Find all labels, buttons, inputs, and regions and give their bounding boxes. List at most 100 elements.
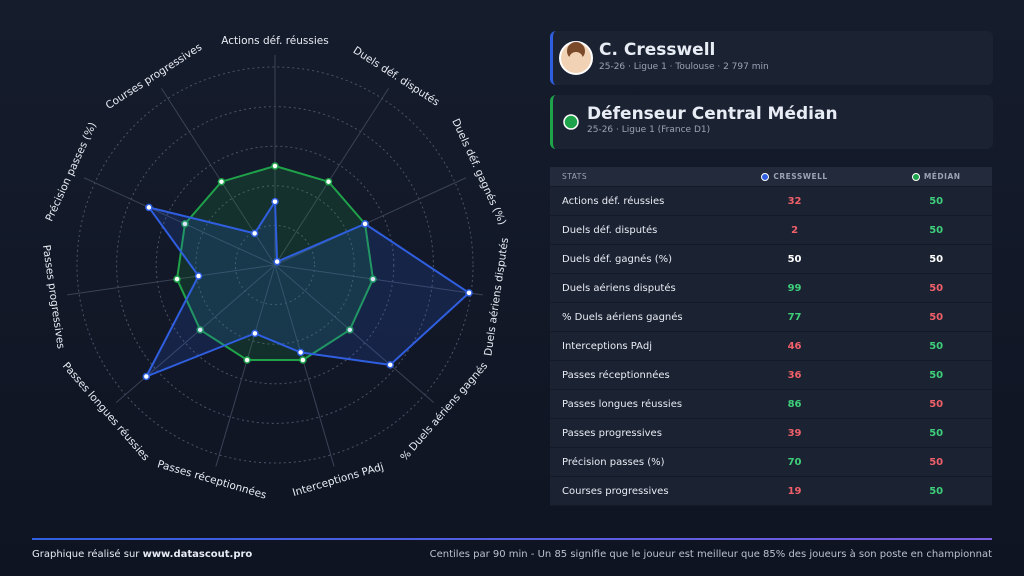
player-value: 50 bbox=[787, 253, 802, 265]
stat-name: % Duels aériens gagnés bbox=[562, 311, 683, 323]
player-name: C. Cresswell bbox=[599, 40, 716, 60]
spoke bbox=[274, 264, 335, 467]
stat-name: Interceptions PAdj bbox=[562, 340, 652, 352]
player-value: 70 bbox=[787, 456, 802, 468]
stat-name: Actions déf. réussies bbox=[562, 195, 665, 207]
median-value: 50 bbox=[929, 485, 944, 497]
spoke bbox=[274, 264, 435, 403]
footer-link[interactable]: www.datascout.pro bbox=[142, 549, 253, 560]
player-value: 32 bbox=[787, 195, 802, 207]
header-stats: STATS bbox=[562, 172, 588, 181]
spoke bbox=[274, 264, 483, 296]
stat-name: Courses progressives bbox=[562, 485, 669, 497]
series-point bbox=[173, 275, 181, 283]
series-point bbox=[324, 177, 333, 186]
series-point bbox=[251, 329, 259, 338]
spoke bbox=[115, 264, 276, 403]
divider bbox=[32, 538, 992, 540]
role-dot bbox=[563, 114, 579, 130]
stat-name: Duels déf. gagnés (%) bbox=[562, 253, 673, 265]
series-point bbox=[369, 275, 377, 283]
footer-note: Centiles par 90 min - Un 85 signifie que… bbox=[429, 549, 992, 560]
table-row: Précision passes (%) 70 50 bbox=[550, 448, 992, 477]
series-point bbox=[386, 361, 394, 369]
series-point bbox=[217, 177, 226, 186]
stat-name: Passes réceptionnées bbox=[562, 369, 670, 381]
player-value: 39 bbox=[787, 427, 802, 439]
player-details: 25-26 · Ligue 1 · Toulouse · 2 797 min bbox=[599, 62, 769, 72]
role-card: Défenseur Central Médian 25-26 · Ligue 1… bbox=[550, 95, 993, 149]
table-row: Passes progressives 39 50 bbox=[550, 419, 992, 448]
median-value: 50 bbox=[929, 427, 944, 439]
player-value: 36 bbox=[787, 369, 802, 381]
spoke bbox=[67, 264, 276, 296]
median-value: 50 bbox=[929, 195, 944, 207]
series-point bbox=[250, 229, 259, 238]
ring bbox=[155, 145, 395, 385]
series-point bbox=[271, 197, 279, 206]
series-point bbox=[361, 220, 369, 228]
role-details: 25-26 · Ligue 1 (France D1) bbox=[587, 125, 711, 135]
median-value: 50 bbox=[929, 398, 944, 410]
spoke bbox=[274, 177, 467, 266]
axis-label: Actions déf. réussies bbox=[221, 35, 328, 47]
series-point bbox=[181, 220, 189, 228]
player-value: 2 bbox=[791, 224, 799, 236]
series-point bbox=[142, 372, 151, 381]
median-value: 50 bbox=[929, 456, 944, 468]
axis-label: Courses progressives bbox=[104, 41, 205, 112]
footer-left: Graphique réalisé sur www.datascout.pro bbox=[32, 549, 252, 560]
median-value: 50 bbox=[929, 369, 944, 381]
series-point bbox=[273, 257, 281, 266]
series-point bbox=[465, 289, 473, 297]
median-value: 50 bbox=[929, 282, 944, 294]
table-row: % Duels aériens gagnés 77 50 bbox=[550, 303, 992, 332]
stat-name: Passes longues réussies bbox=[562, 398, 683, 410]
radar-chart: Actions déf. réussies Duels déf. disputés… bbox=[40, 35, 511, 502]
series-point bbox=[271, 162, 279, 170]
ring bbox=[195, 185, 355, 345]
header-median-name: Médian bbox=[923, 172, 961, 181]
player-value: 19 bbox=[787, 485, 802, 497]
header-player: Cresswell bbox=[739, 172, 851, 181]
series-point bbox=[145, 203, 153, 212]
median-value: 50 bbox=[929, 253, 944, 265]
table-row: Passes réceptionnées 36 50 bbox=[550, 361, 992, 390]
table-row: Interceptions PAdj 46 50 bbox=[550, 332, 992, 361]
stat-name: Duels aériens disputés bbox=[562, 282, 676, 294]
axis-label: Duels déf. gagnés (%) bbox=[449, 117, 508, 227]
axis-label: Passes longues réussies bbox=[60, 360, 152, 463]
player-value: 86 bbox=[787, 398, 802, 410]
table-row: Courses progressives 19 50 bbox=[550, 477, 992, 506]
axis-label: Interceptions PAdj bbox=[291, 461, 385, 499]
series-point bbox=[194, 272, 203, 280]
axis-label: Précision passes (%) bbox=[43, 120, 99, 223]
player-value: 99 bbox=[787, 282, 802, 294]
median-value: 50 bbox=[929, 340, 944, 352]
header-player-name: Cresswell bbox=[773, 172, 828, 181]
stats-table: STATS Cresswell Médian Actions déf. réus… bbox=[550, 167, 992, 506]
table-row: Duels aériens disputés 99 50 bbox=[550, 274, 992, 303]
table-row: Duels déf. disputés 2 50 bbox=[550, 216, 992, 245]
stat-name: Passes progressives bbox=[562, 427, 662, 439]
axis-label: Duels déf. disputés bbox=[351, 44, 442, 108]
player-value: 46 bbox=[787, 340, 802, 352]
stat-name: Précision passes (%) bbox=[562, 456, 665, 468]
table-header: STATS Cresswell Médian bbox=[550, 167, 992, 187]
median-value: 50 bbox=[929, 224, 944, 236]
ring bbox=[76, 66, 474, 464]
header-median: Médian bbox=[880, 172, 992, 181]
table-row: Duels déf. gagnés (%) 50 50 bbox=[550, 245, 992, 274]
median-value: 50 bbox=[929, 311, 944, 323]
series-point bbox=[299, 356, 307, 364]
footer-text: Graphique réalisé sur bbox=[32, 549, 143, 560]
spoke bbox=[215, 264, 276, 467]
series-area bbox=[144, 198, 471, 379]
axis-label: Passes réceptionnées bbox=[156, 458, 268, 501]
role-name: Défenseur Central Médian bbox=[587, 104, 838, 124]
spoke bbox=[83, 177, 276, 266]
series-point bbox=[346, 326, 354, 334]
table-row: Passes longues réussies 86 50 bbox=[550, 390, 992, 419]
table-row: Actions déf. réussies 32 50 bbox=[550, 187, 992, 216]
